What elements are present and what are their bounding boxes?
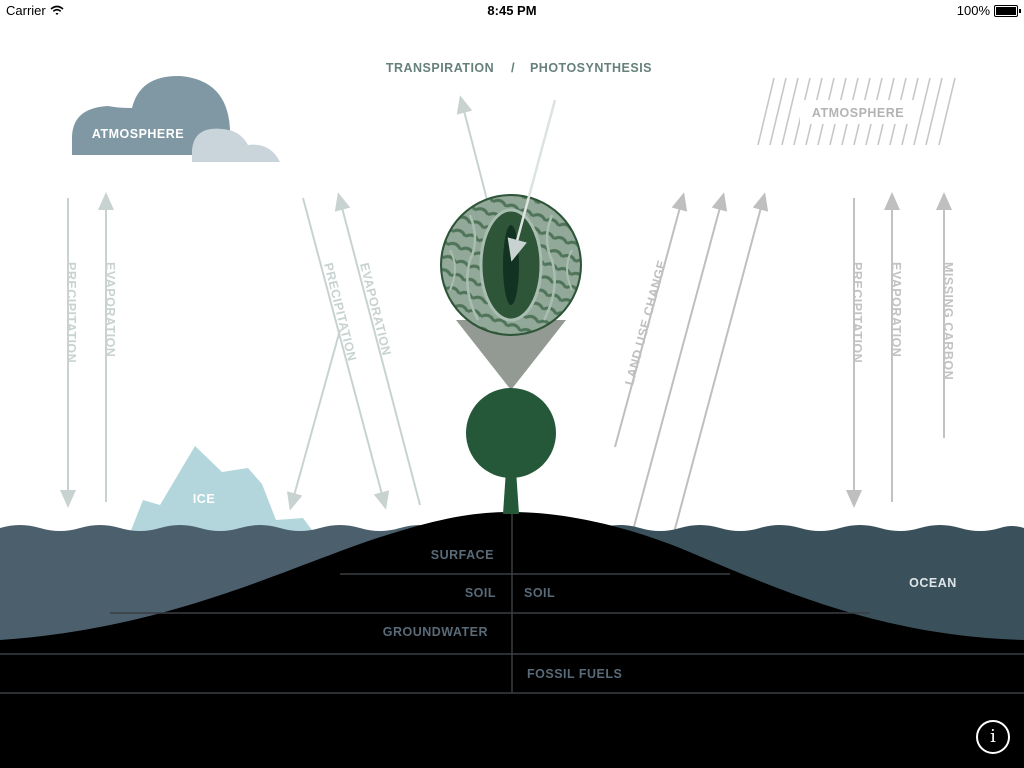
iceberg: ICE	[128, 446, 318, 538]
mid-evaporation-arrow	[334, 192, 421, 506]
photosynthesis-arrow	[507, 99, 557, 262]
right-precipitation-label: PRECIPITATION	[850, 262, 864, 363]
info-button[interactable]: i	[976, 720, 1010, 754]
atmosphere-right-label: ATMOSPHERE	[812, 106, 904, 120]
soil-left-label: SOIL	[465, 586, 496, 600]
battery-icon	[994, 4, 1021, 17]
arrows-left	[60, 192, 114, 508]
transpiration-label: TRANSPIRATION	[386, 61, 494, 75]
battery-percent: 100%	[956, 3, 990, 18]
surface-label: SURFACE	[431, 548, 494, 562]
wifi-icon	[50, 5, 64, 15]
fossil-fuels-label: FOSSIL FUELS	[527, 667, 622, 681]
ice-label: ICE	[193, 492, 215, 506]
status-bar-right: 100%	[956, 3, 1021, 18]
land-use-change-arrow	[614, 192, 688, 448]
status-bar-left: Carrier	[6, 3, 64, 18]
layer-lines	[0, 514, 1024, 694]
mid-evaporation-label: EVAPORATION	[357, 261, 394, 357]
mid-precipitation-arrow	[302, 197, 390, 510]
cloud-left: ATMOSPHERE	[72, 75, 280, 162]
tree-trunk	[503, 470, 519, 514]
missing-carbon-label: MISSING CARBON	[941, 262, 955, 380]
carrier-label: Carrier	[6, 3, 46, 18]
status-bar: Carrier 8:45 PM 100%	[0, 0, 1024, 20]
right-evaporation-label: EVAPORATION	[889, 262, 903, 357]
soil-right-label: SOIL	[524, 586, 555, 600]
left-precipitation-label: PRECIPITATION	[64, 262, 78, 363]
arrows-middle	[286, 192, 421, 511]
mid-precipitation-to-ice-arrow	[286, 329, 341, 511]
tree-crown	[466, 388, 556, 478]
arrows-right	[846, 192, 952, 508]
stoma-magnifier	[440, 194, 582, 390]
status-time: 8:45 PM	[487, 3, 537, 18]
mid-precipitation-label: PRECIPITATION	[321, 261, 359, 363]
ocean-label: OCEAN	[909, 576, 957, 590]
cloud-left-label: ATMOSPHERE	[92, 127, 184, 141]
land-use-change-label: LAND USE CHANGE	[622, 259, 669, 387]
header-separator: /	[511, 60, 515, 75]
left-evaporation-label: EVAPORATION	[103, 262, 117, 357]
tree	[466, 388, 556, 514]
battery-fill	[996, 6, 1016, 15]
atmosphere-right-label-bg	[800, 100, 916, 124]
groundwater-label: GROUNDWATER	[383, 625, 488, 639]
photosynthesis-label: PHOTOSYNTHESIS	[530, 61, 652, 75]
